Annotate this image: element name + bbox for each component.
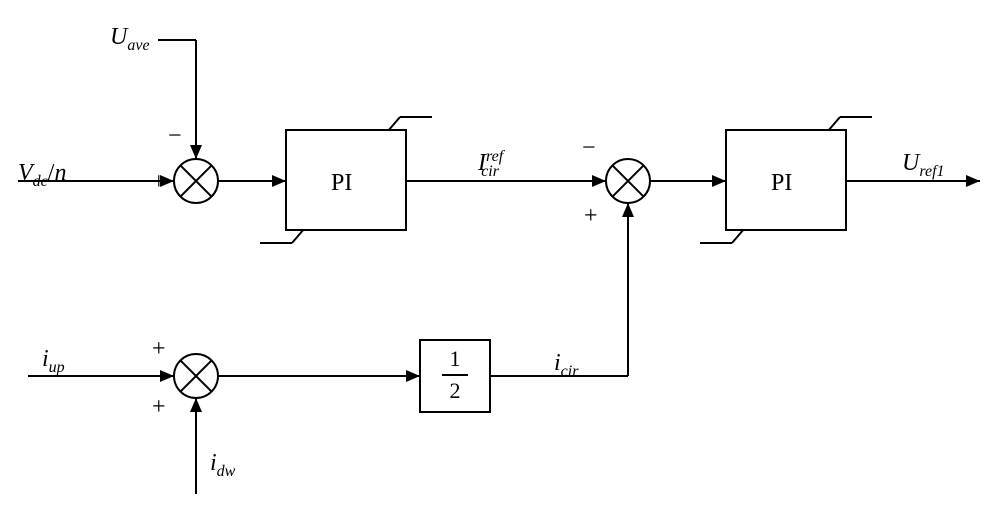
- svg-text:−: −: [582, 135, 596, 161]
- label-iup: iup: [42, 346, 65, 377]
- label-vdc-over-n: Vdc/n: [18, 160, 66, 191]
- label-icir-ref: Irefcir: [478, 148, 499, 181]
- label-uave: Uave: [110, 24, 150, 55]
- label-uref1: Uref1: [902, 150, 945, 181]
- svg-text:+: +: [152, 394, 166, 420]
- diagram-svg: −+−+++: [0, 0, 1000, 508]
- block-diagram-canvas: −+−+++ Vdc/n Uave Irefcir Uref1 iup idw …: [0, 0, 1000, 508]
- svg-text:−: −: [168, 123, 182, 149]
- label-pi2: PI: [771, 170, 792, 197]
- label-idw: idw: [210, 450, 235, 481]
- label-pi1: PI: [331, 170, 352, 197]
- svg-text:+: +: [152, 336, 166, 362]
- label-icir: icir: [554, 350, 578, 381]
- label-half: 12: [442, 348, 468, 402]
- svg-text:+: +: [584, 203, 598, 229]
